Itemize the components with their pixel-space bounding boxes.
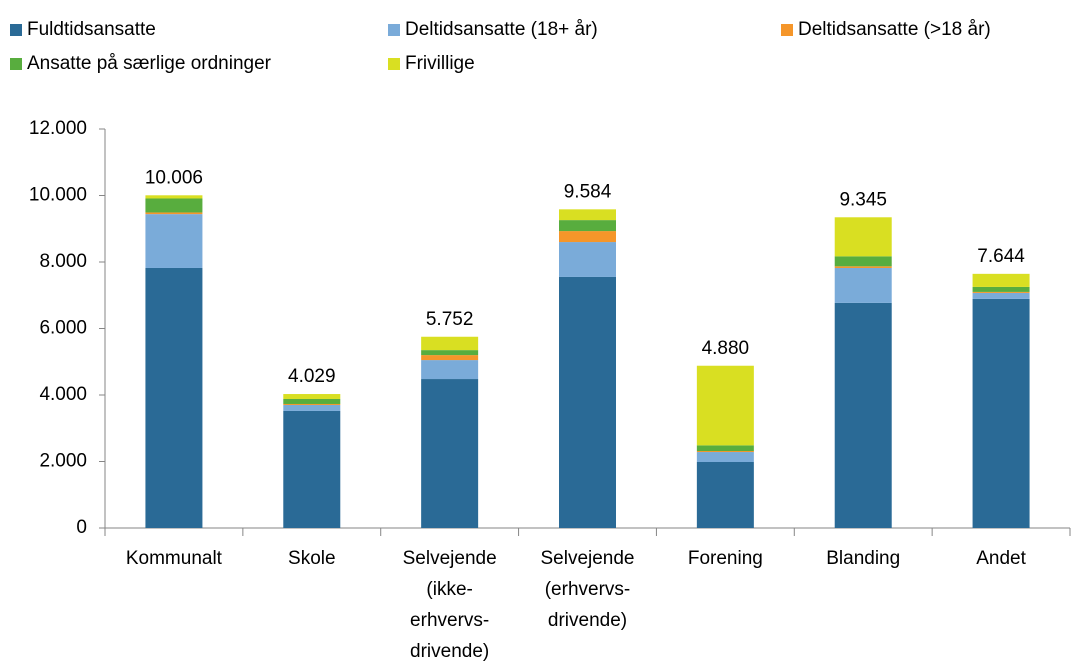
y-tick-label: 10.000 (29, 185, 87, 206)
bar-segment (145, 195, 203, 199)
total-label: 7.644 (977, 246, 1025, 267)
bar-segment (145, 267, 203, 528)
total-label: 9.345 (839, 189, 887, 210)
bar-segment (283, 404, 341, 411)
bar-segment (972, 286, 1030, 292)
bar-segment (283, 394, 341, 399)
bar-segment (834, 267, 892, 303)
x-tick-label: erhvervs- (410, 610, 489, 631)
bar-segment (696, 445, 754, 452)
legend-swatch (10, 24, 22, 36)
bar-segment (145, 212, 203, 215)
y-tick-label: 6.000 (39, 318, 87, 339)
y-tick-label: 0 (76, 517, 87, 538)
x-tick-label: Selvejende (403, 548, 497, 569)
x-tick-label: (ikke- (426, 579, 472, 600)
total-label: 4.880 (702, 338, 750, 359)
bar-segment (972, 292, 1030, 299)
bar-segment (834, 217, 892, 257)
bar-segment (559, 276, 616, 528)
x-tick-label: Forening (688, 548, 763, 569)
bar-segment (421, 360, 479, 380)
bar-segment (283, 403, 341, 405)
legend-label: Ansatte på særlige ordninger (27, 53, 272, 74)
y-tick-label: 8.000 (39, 251, 87, 272)
bar-segment (421, 350, 479, 356)
bar-segment (559, 242, 616, 277)
bar-segment (972, 298, 1030, 528)
bar-segment (972, 291, 1030, 293)
legend-swatch (781, 24, 793, 36)
legend-label: Frivillige (405, 53, 475, 74)
bar-segment (421, 379, 479, 528)
legend-label: Fuldtidsansatte (27, 19, 156, 40)
x-tick-label: Kommunalt (126, 548, 223, 569)
bar-segment (972, 273, 1030, 287)
total-label: 9.584 (564, 181, 612, 202)
bar-segment (559, 209, 616, 221)
bar-segment (283, 398, 341, 404)
total-label: 10.006 (145, 167, 203, 188)
x-tick-label: Blanding (826, 548, 900, 569)
bar-segment (145, 198, 203, 213)
bar-segment (145, 214, 203, 268)
legend-swatch (388, 58, 400, 70)
bar-segment (834, 302, 892, 528)
x-tick-label: drivende) (548, 610, 627, 631)
x-tick-label: Andet (976, 548, 1026, 569)
bar-segment (559, 231, 616, 243)
x-tick-label: (erhvervs- (545, 579, 631, 600)
total-label: 5.752 (426, 309, 474, 330)
bar-segment (696, 365, 754, 446)
bar-segment (696, 461, 754, 528)
x-tick-label: Skole (288, 548, 336, 569)
bar-segment (834, 256, 892, 267)
legend-label: Deltidsansatte (18+ år) (405, 19, 598, 40)
bar-segment (696, 451, 754, 453)
legend-swatch (388, 24, 400, 36)
bar-segment (283, 410, 341, 528)
bar-segment (834, 266, 892, 268)
bar-segment (559, 220, 616, 232)
x-tick-label: drivende) (410, 641, 489, 662)
bar-segment (696, 452, 754, 462)
y-tick-label: 2.000 (39, 451, 87, 472)
x-tick-label: Selvejende (540, 548, 634, 569)
bar-segment (421, 336, 479, 351)
legend-label: Deltidsansatte (>18 år) (798, 19, 991, 40)
total-label: 4.029 (288, 366, 336, 387)
bar-segment (421, 355, 479, 361)
y-tick-label: 4.000 (39, 384, 87, 405)
y-tick-label: 12.000 (29, 118, 87, 139)
legend-swatch (10, 58, 22, 70)
